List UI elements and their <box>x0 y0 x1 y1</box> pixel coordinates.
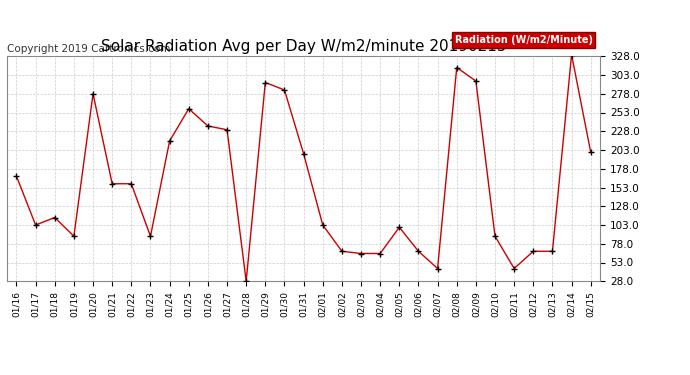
Text: Copyright 2019 Cartronics.com: Copyright 2019 Cartronics.com <box>7 44 170 54</box>
Title: Solar Radiation Avg per Day W/m2/minute 20190215: Solar Radiation Avg per Day W/m2/minute … <box>101 39 506 54</box>
Legend: Radiation (W/m2/Minute): Radiation (W/m2/Minute) <box>452 32 595 48</box>
